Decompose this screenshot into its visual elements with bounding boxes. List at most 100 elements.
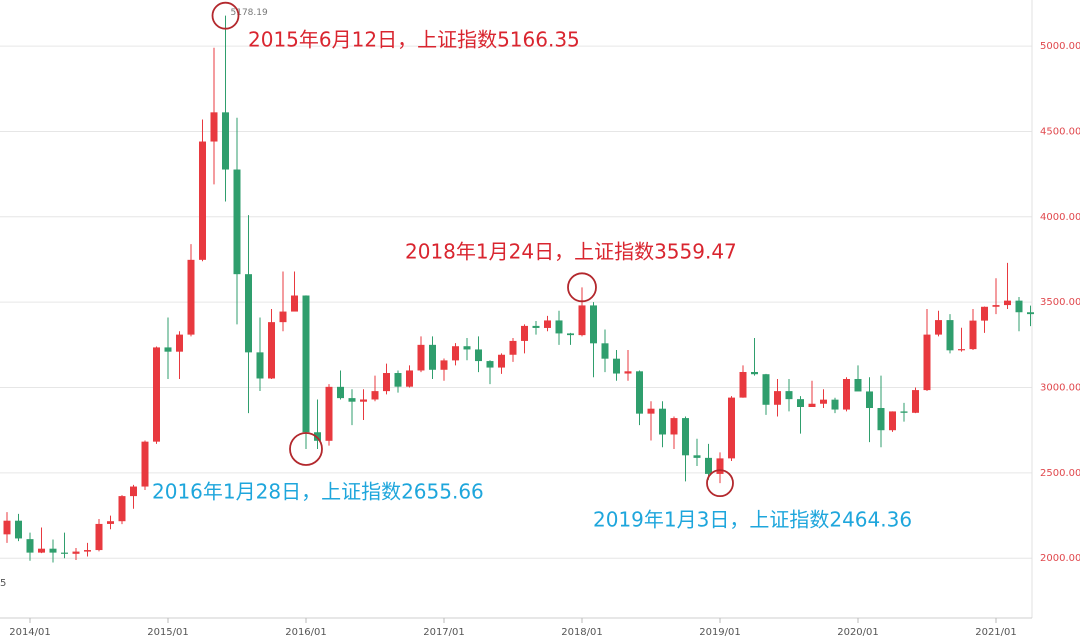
candle-body [153,347,160,442]
candle-body [900,411,908,413]
candle-body [567,333,574,336]
candle-body [774,391,781,405]
candle-body [245,274,252,353]
candle-body [866,391,873,409]
candle-body [785,391,793,400]
candle-body [26,539,34,553]
candle-body [440,360,448,370]
candle-body [751,371,758,375]
annotation-circle [211,1,240,30]
candle-body [314,432,321,441]
candle-body [958,349,965,351]
candle-body [969,320,977,350]
candle-body [72,551,80,554]
edge-label: 5 [0,578,6,589]
annotation: 2018年1月24日，上证指数3559.47 [405,240,737,264]
candle-body [820,399,827,404]
candle-body [417,344,425,371]
y-tick-label: 4500.00 [1040,126,1080,137]
annotation-circle [567,272,597,303]
candle-body [222,112,229,170]
candle-body [935,320,942,335]
candle-body [532,325,540,328]
candle-body [394,373,402,387]
candle-body [61,552,68,554]
annotation: 2015年6月12日，上证指数5166.35 [248,28,580,52]
candle-body [647,408,655,414]
candle-body [693,455,701,458]
candle-body [1027,312,1034,315]
candle-body [279,311,287,323]
candle-body [877,408,885,431]
candle-body [808,403,816,407]
y-tick-label: 2000.00 [1040,553,1080,564]
candle-body [624,371,632,374]
candle-body [210,112,218,142]
candle-body [739,371,747,398]
candle-body [716,458,724,474]
x-tick-label: 2014/01 [9,627,51,638]
candle-body [992,305,1000,307]
candle-body [164,347,172,352]
x-tick-label: 2015/01 [147,627,189,638]
candle-body [199,141,206,260]
candle-body [555,320,563,334]
candle-body [659,408,666,435]
x-tick-label: 2017/01 [423,627,465,638]
candle-body [670,418,678,435]
candle-body [613,358,620,374]
candle-body [544,320,551,328]
candle-body [291,295,298,312]
candle-body [130,486,137,497]
candle-body [797,399,804,407]
candle-body [406,370,413,387]
candle-body [946,320,954,351]
candle-body [256,352,264,379]
candle-body [84,550,91,552]
x-tick-label: 2016/01 [285,627,327,638]
candle-body [498,354,505,368]
x-tick-label: 2021/01 [975,627,1017,638]
candle-body [429,344,436,370]
candle-body [463,346,471,350]
candle-body [176,334,183,352]
candle-body [981,306,988,321]
candle-body [49,548,57,553]
candle-body [371,391,379,400]
candle-body [1015,300,1023,313]
candle-body [141,441,149,487]
candle-body [302,295,310,433]
candle-body [118,496,126,522]
x-tick-label: 2018/01 [561,627,603,638]
candle-body [95,523,103,551]
candle-body [452,346,459,361]
y-tick-label: 4000.00 [1040,212,1080,223]
candle-body [601,343,609,359]
candle-body [486,361,494,368]
candle-body [590,305,597,344]
candle-body [187,259,195,335]
candle-body [705,457,712,474]
peak-label: 5178.19 [231,8,268,18]
candle-body [38,548,45,553]
candle-body [107,521,114,524]
candle-body [889,411,896,431]
candle-body [360,399,367,402]
annotation-circle [706,469,734,498]
candle-body [268,322,275,379]
y-tick-label: 2500.00 [1040,468,1080,479]
candle-body [728,397,735,459]
candle-body [348,398,356,402]
candle-body [636,371,643,414]
candle-body [1004,300,1011,306]
candle-body [578,305,586,336]
y-tick-label: 5000.00 [1040,41,1080,52]
candle-body [325,386,333,441]
candle-body [854,378,862,392]
candle-body [831,399,839,410]
annotation: 2016年1月28日，上证指数2655.66 [152,480,484,504]
candle-body [383,373,390,392]
candle-body [682,418,689,456]
